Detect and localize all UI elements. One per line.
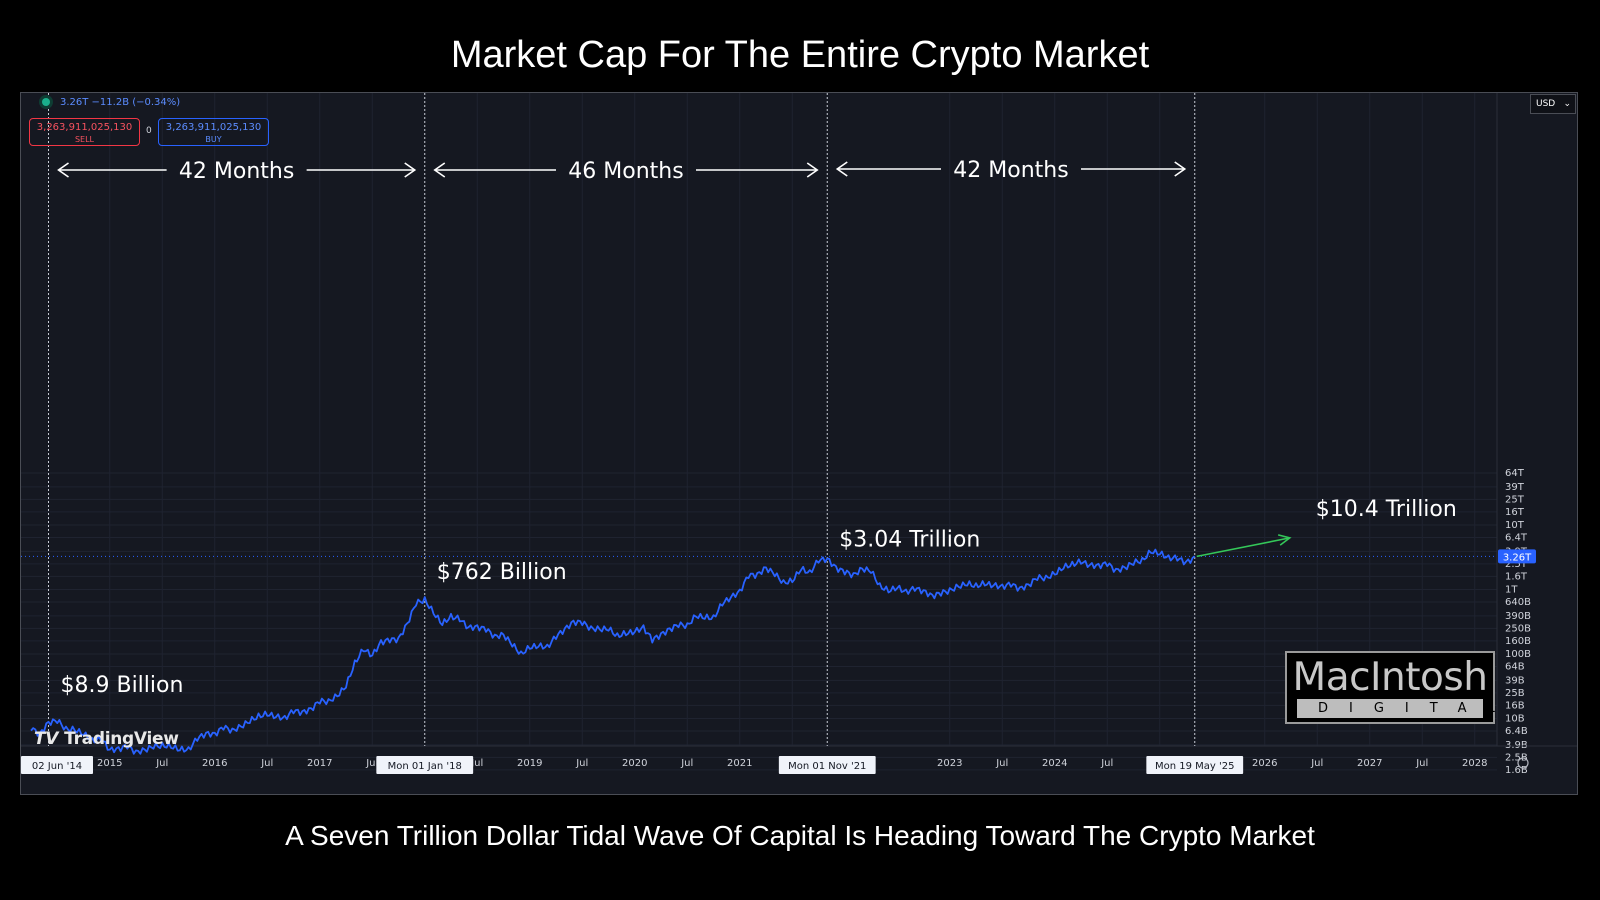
current-price-label: 3.26T <box>1503 552 1532 563</box>
y-tick-label: 1T <box>1505 585 1518 596</box>
x-tick-label: 2015 <box>97 758 122 769</box>
y-tick-label: 100B <box>1505 649 1531 660</box>
x-tick-label: Jul <box>1310 758 1323 769</box>
x-tick-label: Jul <box>680 758 693 769</box>
x-highlight-label: Mon 01 Jan '18 <box>388 761 462 772</box>
y-tick-label: 160B <box>1505 636 1531 647</box>
current-price-badge <box>1498 549 1536 564</box>
y-tick-label: 64T <box>1505 468 1525 479</box>
x-highlight-label: Mon 01 Nov '21 <box>788 761 866 772</box>
y-tick-label: 16T <box>1505 507 1525 518</box>
ohlc-summary: 3.26T −11.2B (−0.34%) <box>60 97 181 108</box>
y-tick-label: 39T <box>1505 482 1525 493</box>
projection-arrowhead <box>1277 534 1292 546</box>
arrowhead-right <box>404 162 417 178</box>
x-tick-label: Jul <box>995 758 1008 769</box>
sell-label: SELL <box>74 135 95 144</box>
y-tick-label: 6.4B <box>1505 726 1528 737</box>
x-tick-label: 2027 <box>1357 758 1382 769</box>
y-tick-label: 390B <box>1505 611 1531 622</box>
ohlc-legend: 3.26T −11.2B (−0.34%) <box>42 97 180 108</box>
tradingview-icon: TV <box>34 729 59 749</box>
value-annotation: $762 Billion <box>437 560 567 585</box>
x-highlight-label: 02 Jun '14 <box>32 761 82 772</box>
tradingview-logo[interactable]: TV TradingView <box>34 729 179 749</box>
macintosh-digital-logo: MacIntosh DIGITAL <box>1285 651 1495 724</box>
buy-value: 3,263,911,025,130 <box>165 122 262 133</box>
logo-sub-text: DIGITAL <box>1297 699 1495 718</box>
value-annotation: $8.9 Billion <box>61 673 184 698</box>
x-tick-label: Jul <box>260 758 273 769</box>
y-tick-label: 6.4T <box>1505 533 1528 544</box>
x-highlight-label-bg <box>21 756 93 774</box>
y-tick-label: 1.6T <box>1505 571 1528 582</box>
sell-button[interactable]: 3,263,911,025,130 SELL <box>29 118 140 146</box>
arrowhead-left <box>57 162 69 178</box>
y-tick-label: 3.9B <box>1505 740 1528 751</box>
y-tick-label: 2.5T <box>1505 559 1528 570</box>
y-tick-label: 25B <box>1505 688 1525 699</box>
x-tick-label: Jul <box>1415 758 1428 769</box>
x-tick-label: 2023 <box>937 758 962 769</box>
interval-label: 42 Months <box>179 159 294 184</box>
x-highlight-label-bg <box>778 756 876 774</box>
y-tick-label: 10T <box>1505 520 1525 531</box>
sell-value: 3,263,911,025,130 <box>36 122 133 133</box>
x-tick-label: Jul <box>470 758 483 769</box>
symbol-status-icon <box>42 98 50 106</box>
x-tick-label: 2024 <box>1042 758 1067 769</box>
x-tick-label: Jul <box>1100 758 1113 769</box>
chart-panel[interactable]: 1.6B 2.5B 3.9B 6.4B 10B 16B 25B 39B 64B 100B 160B 2… <box>20 92 1578 795</box>
value-annotation: $3.04 Trillion <box>839 527 980 552</box>
x-tick-label: 2026 <box>1252 758 1277 769</box>
chevron-down-icon: ⌄ <box>1563 99 1571 109</box>
x-tick-label: Jul <box>575 758 588 769</box>
currency-select[interactable]: USD ⌄ <box>1530 94 1576 114</box>
x-tick-label: 2019 <box>517 758 542 769</box>
arrowhead-left <box>835 161 848 177</box>
buy-button[interactable]: 3,263,911,025,130 BUY <box>158 118 269 146</box>
tradingview-label: TradingView <box>64 729 179 749</box>
x-tick-label: 2017 <box>307 758 332 769</box>
logo-main-text: MacIntosh <box>1292 655 1488 700</box>
y-tick-label: 39B <box>1505 675 1525 686</box>
y-tick-label: 640B <box>1505 597 1531 608</box>
x-tick-label: Jul <box>155 758 168 769</box>
y-tick-label: 2.5B <box>1505 752 1528 763</box>
arrowhead-right <box>806 162 819 178</box>
x-tick-label: 2021 <box>727 758 752 769</box>
y-tick-label: 64B <box>1505 662 1525 673</box>
y-tick-label: 16B <box>1505 700 1525 711</box>
x-highlight-label: Mon 19 May '25 <box>1155 761 1235 772</box>
arrowhead-left <box>433 162 446 178</box>
y-tick-label: 25T <box>1505 494 1525 505</box>
x-tick-label: 2020 <box>622 758 647 769</box>
page-title: Market Cap For The Entire Crypto Market <box>450 34 1150 76</box>
settings-gear-icon[interactable] <box>1517 757 1529 769</box>
y-tick-label: 10B <box>1505 714 1525 725</box>
projection-arrow-line <box>1196 537 1290 558</box>
x-tick-label: 2028 <box>1462 758 1487 769</box>
arrowhead-right <box>1174 161 1187 177</box>
y-tick-label: 1.6B <box>1505 765 1528 776</box>
page-subtitle: A Seven Trillion Dollar Tidal Wave Of Ca… <box>285 820 1315 851</box>
currency-label: USD <box>1536 99 1556 109</box>
interval-label: 46 Months <box>568 159 683 184</box>
interval-label: 42 Months <box>953 158 1068 183</box>
x-highlight-label-bg <box>1146 756 1244 774</box>
value-annotation: $10.4 Trillion <box>1316 497 1457 522</box>
buy-label: BUY <box>205 135 222 144</box>
y-tick-label: 250B <box>1505 623 1531 634</box>
x-tick-label: Jul <box>365 758 378 769</box>
spread-value: 0 <box>146 126 152 136</box>
x-highlight-label-bg <box>376 756 474 774</box>
market-cap-line <box>30 548 1196 755</box>
x-tick-label: 2016 <box>202 758 227 769</box>
